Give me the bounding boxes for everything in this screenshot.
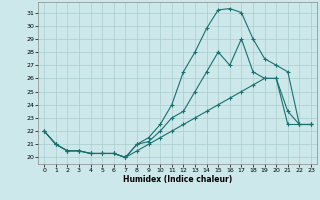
X-axis label: Humidex (Indice chaleur): Humidex (Indice chaleur) — [123, 175, 232, 184]
